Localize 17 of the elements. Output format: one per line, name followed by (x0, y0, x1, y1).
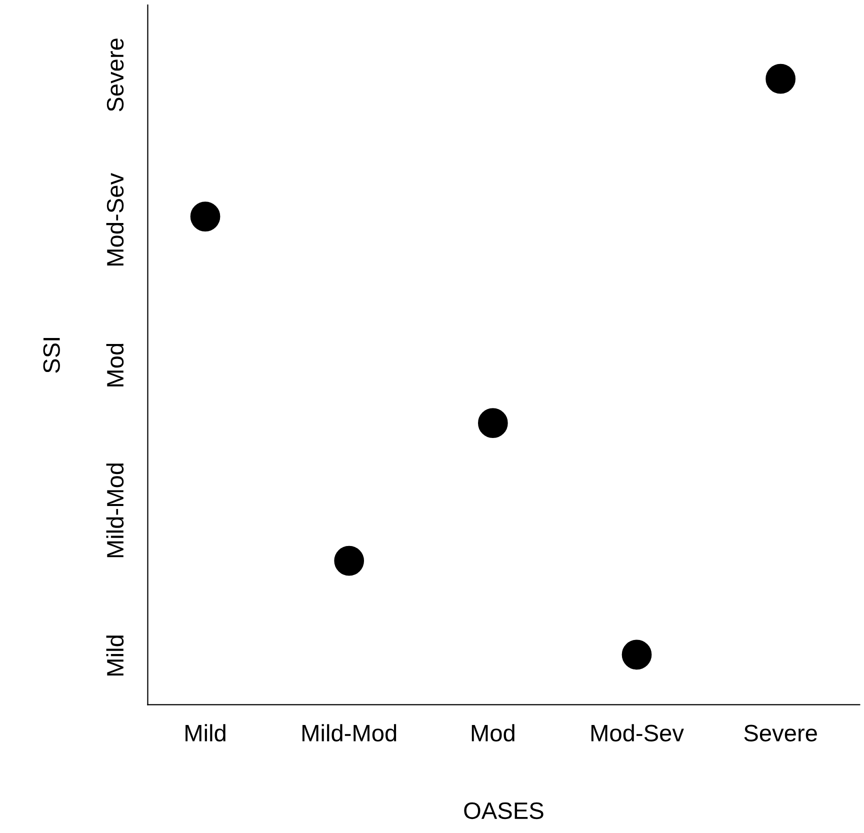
x-tick-label: Mod (472, 724, 514, 742)
y-axis-title: SSI (43, 338, 60, 373)
x-tick-label: Mild-Mod (302, 724, 396, 742)
x-tick-label: Severe (744, 724, 817, 742)
category-label: Mild-Mod (106, 464, 124, 558)
x-tick-label: Mild (186, 724, 226, 742)
category-label: Severe (106, 38, 124, 112)
point (334, 546, 364, 576)
x-tick-label: Mod-Sev (591, 724, 684, 742)
point (478, 408, 508, 438)
point (766, 64, 796, 94)
category-label: Mild (106, 636, 124, 676)
point (190, 202, 220, 232)
point (622, 640, 652, 670)
category-label: Mod (106, 344, 124, 386)
x-axis-title: OASES (464, 802, 544, 820)
category-label: Mod-Sev (106, 173, 124, 266)
